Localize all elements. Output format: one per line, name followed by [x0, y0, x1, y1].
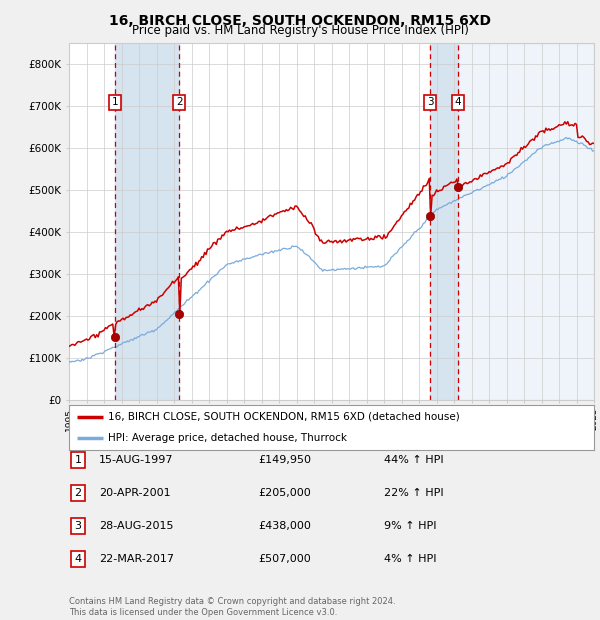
- Text: 1: 1: [112, 97, 118, 107]
- Text: £149,950: £149,950: [258, 455, 311, 465]
- Text: Price paid vs. HM Land Registry's House Price Index (HPI): Price paid vs. HM Land Registry's House …: [131, 24, 469, 37]
- Text: Contains HM Land Registry data © Crown copyright and database right 2024.
This d: Contains HM Land Registry data © Crown c…: [69, 598, 395, 617]
- Text: 3: 3: [74, 521, 82, 531]
- Text: 4% ↑ HPI: 4% ↑ HPI: [384, 554, 437, 564]
- Text: 1: 1: [74, 455, 82, 465]
- Bar: [458, 43, 594, 400]
- Text: £205,000: £205,000: [258, 488, 311, 498]
- Bar: [115, 43, 179, 400]
- Text: 4: 4: [455, 97, 461, 107]
- Text: 28-AUG-2015: 28-AUG-2015: [99, 521, 173, 531]
- Text: 16, BIRCH CLOSE, SOUTH OCKENDON, RM15 6XD (detached house): 16, BIRCH CLOSE, SOUTH OCKENDON, RM15 6X…: [109, 412, 460, 422]
- Text: £438,000: £438,000: [258, 521, 311, 531]
- Text: 44% ↑ HPI: 44% ↑ HPI: [384, 455, 443, 465]
- Text: £507,000: £507,000: [258, 554, 311, 564]
- Text: 4: 4: [74, 554, 82, 564]
- Bar: [430, 43, 458, 400]
- Bar: [577, 43, 594, 400]
- Text: 2: 2: [176, 97, 182, 107]
- Text: 22% ↑ HPI: 22% ↑ HPI: [384, 488, 443, 498]
- Text: 3: 3: [427, 97, 434, 107]
- Text: 2: 2: [74, 488, 82, 498]
- Text: HPI: Average price, detached house, Thurrock: HPI: Average price, detached house, Thur…: [109, 433, 347, 443]
- Text: 16, BIRCH CLOSE, SOUTH OCKENDON, RM15 6XD: 16, BIRCH CLOSE, SOUTH OCKENDON, RM15 6X…: [109, 14, 491, 28]
- Text: 15-AUG-1997: 15-AUG-1997: [99, 455, 173, 465]
- Text: 20-APR-2001: 20-APR-2001: [99, 488, 170, 498]
- Text: 22-MAR-2017: 22-MAR-2017: [99, 554, 174, 564]
- Text: 9% ↑ HPI: 9% ↑ HPI: [384, 521, 437, 531]
